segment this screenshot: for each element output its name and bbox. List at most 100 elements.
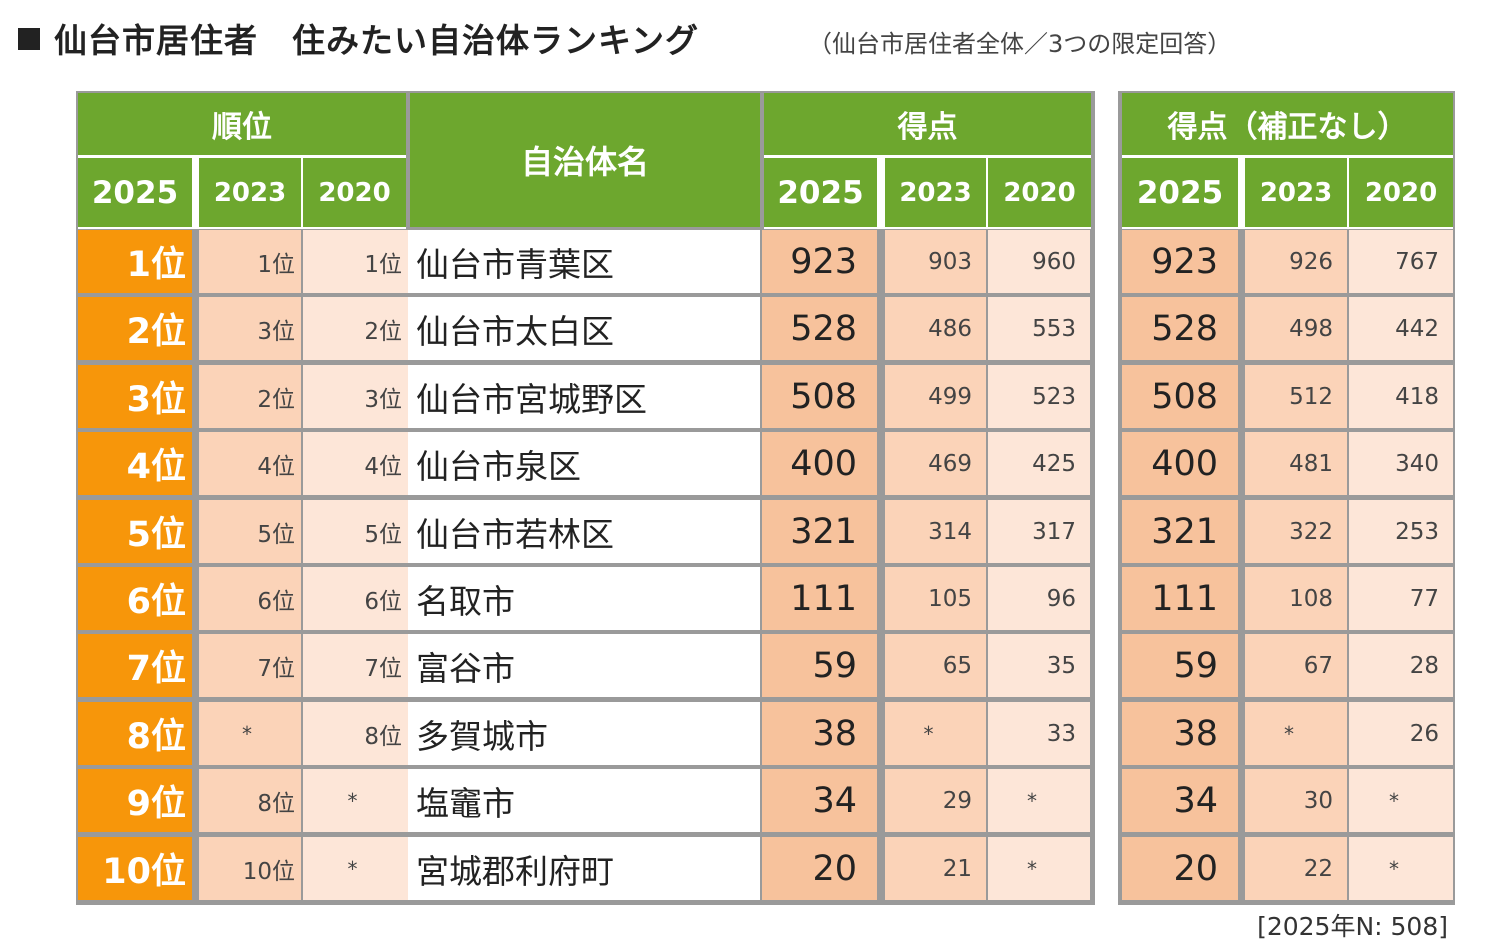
rank-2025: 3位 xyxy=(78,365,192,428)
raw-score-2023: 67 xyxy=(1245,634,1347,697)
raw-score-2025: 111 xyxy=(1122,567,1238,630)
raw-score-2025: 34 xyxy=(1122,769,1238,832)
raw-score-2025: 528 xyxy=(1122,297,1238,360)
score-2023: 486 xyxy=(885,297,986,360)
rank-2025: 6位 xyxy=(78,567,192,630)
score-2025: 111 xyxy=(762,567,877,630)
score-2020: * xyxy=(988,837,1090,900)
header-year-score: 2020 xyxy=(988,158,1091,227)
municipality-name: 名取市 xyxy=(408,567,760,630)
score-2023: * xyxy=(885,702,986,765)
sample-size-note: [2025年N: 508] xyxy=(1257,912,1448,941)
subtitle: （仙台市居住者全体／3つの限定回答） xyxy=(808,30,1232,58)
raw-score-2023: 512 xyxy=(1245,365,1347,428)
header-score: 得点 xyxy=(764,93,1091,155)
raw-score-2020: * xyxy=(1349,837,1453,900)
municipality-name: 多賀城市 xyxy=(408,702,760,765)
score-2023: 65 xyxy=(885,634,986,697)
municipality-name: 富谷市 xyxy=(408,634,760,697)
municipality-name: 仙台市泉区 xyxy=(408,432,760,495)
score-2025: 508 xyxy=(762,365,877,428)
raw-score-2025: 508 xyxy=(1122,365,1238,428)
rank-2020: * xyxy=(303,769,408,832)
municipality-name: 宮城郡利府町 xyxy=(408,837,760,900)
raw-score-2023: 22 xyxy=(1245,837,1347,900)
rank-2025: 7位 xyxy=(78,634,192,697)
rank-2025: 10位 xyxy=(78,837,192,900)
raw-score-2023: 926 xyxy=(1245,230,1347,293)
score-2020: 523 xyxy=(988,365,1090,428)
header-rank: 順位 xyxy=(78,93,406,155)
score-2023: 29 xyxy=(885,769,986,832)
score-2025: 20 xyxy=(762,837,877,900)
header-year-rank: 2023 xyxy=(199,158,301,227)
raw-score-2020: 77 xyxy=(1349,567,1453,630)
rank-2023: 4位 xyxy=(199,432,301,495)
rank-2020: 2位 xyxy=(303,297,408,360)
rank-2025: 1位 xyxy=(78,230,192,293)
rank-2020: * xyxy=(303,837,408,900)
score-2023: 469 xyxy=(885,432,986,495)
rank-2020: 7位 xyxy=(303,634,408,697)
raw-score-2020: 340 xyxy=(1349,432,1453,495)
rank-2023: 6位 xyxy=(199,567,301,630)
raw-score-2023: 108 xyxy=(1245,567,1347,630)
score-2020: 317 xyxy=(988,500,1090,563)
score-2020: * xyxy=(988,769,1090,832)
raw-score-2025: 38 xyxy=(1122,702,1238,765)
rank-2023: 8位 xyxy=(199,769,301,832)
rank-2020: 6位 xyxy=(303,567,408,630)
rank-2023: 5位 xyxy=(199,500,301,563)
header-year-score: 2023 xyxy=(885,158,986,227)
raw-score-2020: * xyxy=(1349,769,1453,832)
municipality-name: 仙台市太白区 xyxy=(408,297,760,360)
raw-score-2020: 26 xyxy=(1349,702,1453,765)
header-year-rank: 2020 xyxy=(303,158,406,227)
rank-2020: 5位 xyxy=(303,500,408,563)
score-2023: 314 xyxy=(885,500,986,563)
score-2023: 499 xyxy=(885,365,986,428)
score-2020: 33 xyxy=(988,702,1090,765)
raw-score-2023: 322 xyxy=(1245,500,1347,563)
score-2023: 105 xyxy=(885,567,986,630)
municipality-name: 仙台市青葉区 xyxy=(408,230,760,293)
rank-2025: 2位 xyxy=(78,297,192,360)
rank-2023: * xyxy=(199,702,301,765)
raw-score-2020: 253 xyxy=(1349,500,1453,563)
raw-score-2025: 59 xyxy=(1122,634,1238,697)
header-year-raw: 2020 xyxy=(1349,158,1453,227)
score-2020: 425 xyxy=(988,432,1090,495)
raw-score-2025: 20 xyxy=(1122,837,1238,900)
rank-2025: 4位 xyxy=(78,432,192,495)
raw-score-2020: 28 xyxy=(1349,634,1453,697)
rank-2023: 7位 xyxy=(199,634,301,697)
header-score-raw: 得点（補正なし） xyxy=(1122,93,1453,155)
rank-2023: 1位 xyxy=(199,230,301,293)
rank-2023: 10位 xyxy=(199,837,301,900)
raw-score-2020: 767 xyxy=(1349,230,1453,293)
square-bullet-icon xyxy=(18,28,40,50)
score-2020: 960 xyxy=(988,230,1090,293)
raw-score-2025: 923 xyxy=(1122,230,1238,293)
header-name: 自治体名 xyxy=(410,93,760,227)
header-year-score: 2025 xyxy=(764,158,877,227)
rank-2020: 8位 xyxy=(303,702,408,765)
score-2025: 38 xyxy=(762,702,877,765)
score-2025: 528 xyxy=(762,297,877,360)
rank-2023: 3位 xyxy=(199,297,301,360)
score-2020: 553 xyxy=(988,297,1090,360)
municipality-name: 仙台市宮城野区 xyxy=(408,365,760,428)
score-2025: 923 xyxy=(762,230,877,293)
title-text: 仙台市居住者 住みたい自治体ランキング xyxy=(54,21,700,60)
municipality-name: 仙台市若林区 xyxy=(408,500,760,563)
raw-score-2025: 321 xyxy=(1122,500,1238,563)
score-2025: 321 xyxy=(762,500,877,563)
page-title: 仙台市居住者 住みたい自治体ランキング xyxy=(18,14,699,62)
score-2025: 34 xyxy=(762,769,877,832)
score-2020: 35 xyxy=(988,634,1090,697)
score-2023: 21 xyxy=(885,837,986,900)
municipality-name: 塩竈市 xyxy=(408,769,760,832)
rank-2025: 9位 xyxy=(78,769,192,832)
rank-2020: 4位 xyxy=(303,432,408,495)
score-2025: 59 xyxy=(762,634,877,697)
